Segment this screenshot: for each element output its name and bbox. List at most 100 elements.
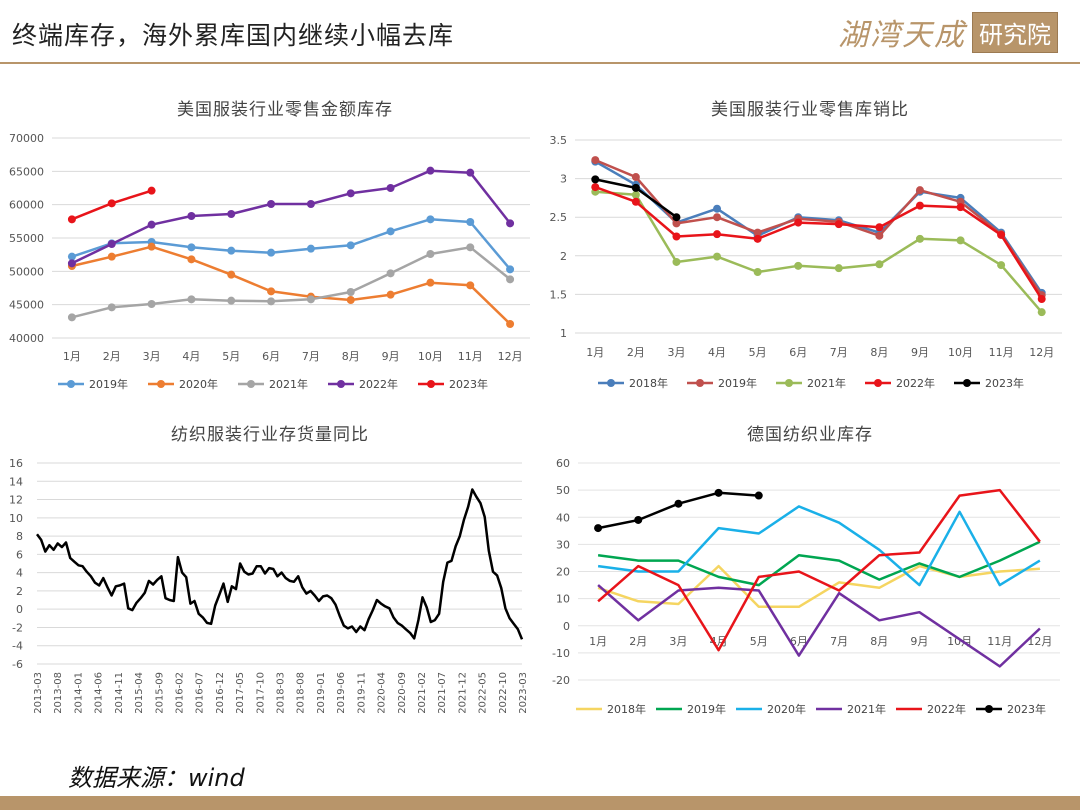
legend-marker — [157, 380, 165, 388]
y-tick-label: 16 — [9, 457, 23, 470]
data-point — [506, 219, 515, 228]
x-tick-label: 10月 — [948, 346, 973, 359]
chart-title-us-inventory-sales-ratio: 美国服装行业零售库销比 — [711, 100, 909, 120]
x-tick-label: 7月 — [302, 350, 320, 363]
x-tick-label: 6月 — [789, 346, 807, 359]
legend-label: 2022年 — [896, 376, 935, 390]
data-point — [147, 220, 156, 229]
data-point — [591, 183, 600, 192]
y-tick-label: 0 — [16, 603, 23, 616]
legend-marker — [247, 380, 255, 388]
y-tick-label: 3 — [560, 173, 567, 186]
x-tick-label: 1月 — [63, 350, 81, 363]
data-point — [591, 175, 600, 184]
data-point — [672, 219, 681, 228]
data-point — [346, 288, 355, 296]
y-tick-label: 70000 — [9, 132, 44, 145]
data-point — [915, 186, 924, 195]
data-point — [672, 232, 681, 241]
x-tick-label: 5月 — [750, 635, 768, 648]
y-tick-label: -20 — [552, 674, 570, 687]
y-tick-label: 2 — [560, 250, 567, 263]
series-line — [594, 185, 1043, 300]
data-point — [875, 231, 884, 240]
chart-title-us-retail-inventory: 美国服装行业零售金额库存 — [177, 100, 393, 120]
data-point — [753, 228, 762, 237]
x-tick-label: 2月 — [627, 346, 645, 359]
data-point — [834, 264, 843, 273]
x-tick-label: 2023-03 — [518, 672, 529, 714]
data-point — [634, 515, 643, 524]
x-tick-label: 2022-05 — [478, 672, 489, 714]
series-line — [597, 505, 1041, 587]
y-tick-label: 14 — [9, 475, 23, 488]
data-point — [754, 491, 763, 500]
data-point — [346, 189, 355, 198]
brand-logo: 湖湾天成 研究院 — [838, 11, 1058, 53]
data-point — [67, 259, 76, 268]
data-point — [187, 295, 196, 304]
y-tick-label: 20 — [556, 566, 570, 579]
series-line — [597, 564, 1040, 609]
legend-label: 2019年 — [687, 702, 726, 716]
data-point — [915, 234, 924, 243]
x-tick-label: 2014-01 — [73, 672, 84, 714]
data-point — [386, 269, 395, 278]
x-tick-label: 9月 — [911, 346, 929, 359]
data-point — [753, 268, 762, 277]
data-point — [875, 223, 884, 232]
x-tick-label: 3月 — [669, 635, 687, 648]
y-tick-label: 55000 — [9, 232, 44, 245]
data-point — [346, 241, 355, 250]
data-point — [107, 303, 116, 312]
x-tick-label: 2021-07 — [437, 672, 448, 714]
x-tick-label: 2月 — [103, 350, 121, 363]
x-tick-label: 8月 — [342, 350, 360, 363]
data-point — [67, 252, 76, 261]
legend-label: 2020年 — [179, 377, 218, 391]
y-tick-label: 45000 — [9, 299, 44, 312]
y-tick-label: 10 — [9, 512, 23, 525]
legend-marker — [427, 380, 435, 388]
legend-label: 2023年 — [1007, 702, 1046, 716]
x-tick-label: 2015-04 — [134, 672, 145, 714]
data-point — [147, 186, 156, 195]
data-point — [267, 297, 276, 306]
legend-marker — [874, 379, 882, 387]
x-tick-label: 5月 — [222, 350, 240, 363]
x-tick-label: 7月 — [830, 346, 848, 359]
y-tick-label: -6 — [12, 658, 23, 671]
chart-title-textile-inventory-yoy: 纺织服装行业存货量同比 — [171, 425, 369, 445]
legend-label: 2021年 — [847, 702, 886, 716]
chart-title-germany-textile-inventory: 德国纺织业库存 — [747, 425, 873, 445]
data-point — [267, 248, 276, 257]
y-tick-label: 4 — [16, 567, 23, 580]
x-tick-label: 2018-08 — [296, 672, 307, 714]
y-tick-label: 60000 — [9, 199, 44, 212]
data-point — [107, 252, 116, 261]
data-point — [386, 184, 395, 192]
data-source: 数据来源：wind — [68, 764, 245, 792]
data-point — [997, 230, 1006, 239]
x-tick-label: 2021-12 — [457, 672, 468, 714]
series-line — [71, 169, 512, 265]
data-point — [631, 190, 640, 199]
data-point — [386, 227, 395, 236]
x-tick-label: 2016-02 — [174, 672, 185, 714]
series-line — [597, 488, 1041, 652]
data-point — [713, 252, 722, 261]
legend-marker — [985, 705, 993, 713]
x-tick-label: 2016-07 — [195, 672, 206, 714]
series-line — [597, 491, 759, 530]
x-tick-label: 1月 — [589, 635, 607, 648]
x-tick-label: 2021-02 — [417, 672, 428, 714]
data-point — [67, 215, 76, 224]
x-tick-label: 2017-05 — [235, 672, 246, 714]
x-tick-label: 2016-12 — [215, 672, 226, 714]
data-point — [466, 243, 475, 252]
data-point — [915, 201, 924, 210]
series-line — [71, 218, 512, 271]
legend-marker — [67, 380, 75, 388]
series-line — [71, 245, 511, 325]
